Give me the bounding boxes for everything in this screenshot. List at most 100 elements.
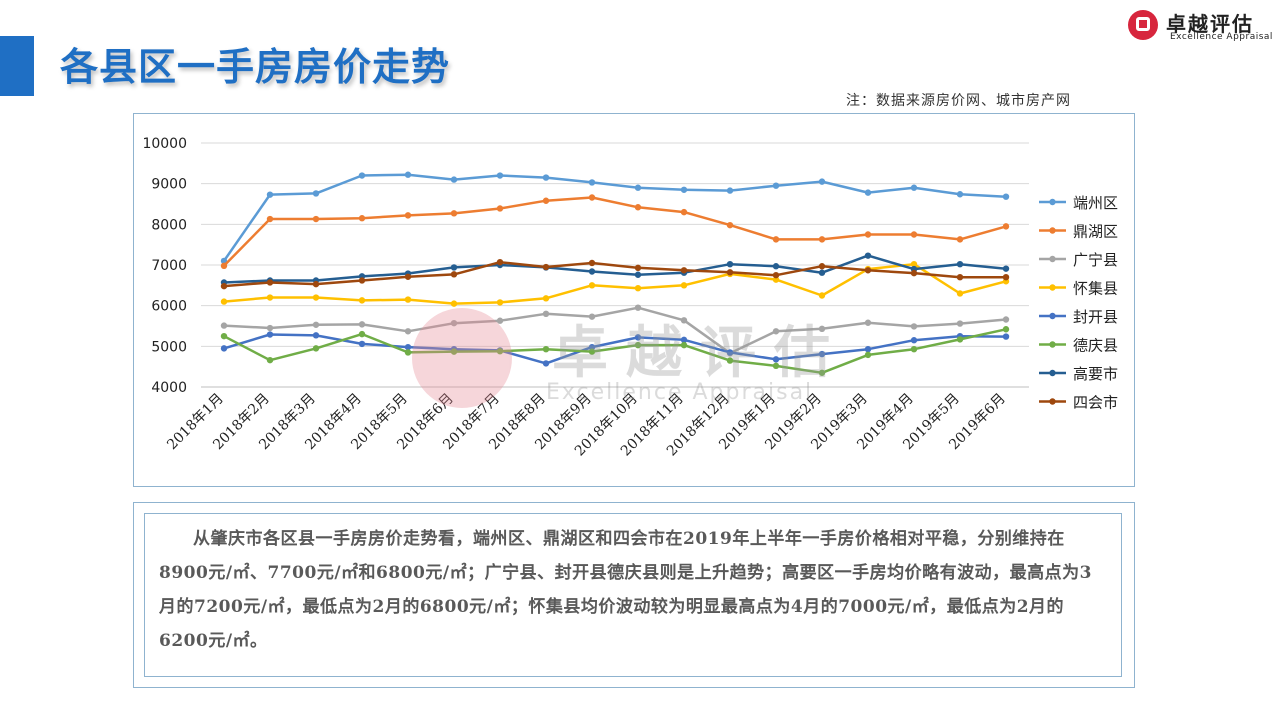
legend-label-7: 四会市 [1073, 394, 1118, 412]
watermark: 卓越评估 Excellence Appraisal [412, 308, 872, 418]
watermark-name-en: Excellence Appraisal [546, 380, 814, 405]
legend-label-3: 怀集县 [1073, 280, 1118, 298]
data-point-3-13 [818, 292, 826, 299]
data-point-4-8 [588, 343, 596, 351]
data-point-3-8 [588, 282, 596, 289]
data-point-6-13 [818, 269, 826, 276]
data-point-0-12 [772, 182, 780, 189]
data-point-3-6 [496, 299, 504, 306]
data-point-1-6 [496, 205, 504, 212]
data-point-7-15 [910, 269, 918, 277]
data-point-2-9 [634, 304, 642, 311]
data-point-0-8 [588, 179, 596, 186]
data-point-0-5 [450, 176, 458, 183]
legend-label-5: 德庆县 [1073, 337, 1118, 355]
data-point-5-15 [910, 345, 918, 353]
data-point-1-7 [542, 197, 550, 204]
data-point-4-13 [818, 350, 826, 358]
series-line-2 [223, 306, 1007, 355]
legend-label-6: 高要市 [1073, 365, 1118, 383]
data-point-2-10 [680, 317, 688, 324]
data-point-2-1 [266, 324, 274, 332]
logo-name-en: Excellence Appraisal [1170, 32, 1273, 42]
data-point-6-9 [634, 271, 642, 278]
data-point-0-13 [818, 178, 826, 185]
data-point-4-10 [680, 336, 688, 344]
data-point-6-14 [864, 252, 872, 259]
data-point-1-11 [726, 221, 734, 229]
data-point-3-16 [956, 290, 964, 297]
data-point-2-12 [772, 328, 780, 335]
data-point-2-4 [404, 328, 412, 335]
watermark-logo-icon [412, 308, 512, 408]
data-point-1-3 [358, 215, 366, 222]
data-point-0-1 [266, 191, 274, 198]
page-title: 各县区一手房房价走势 [60, 45, 451, 89]
data-point-4-12 [772, 356, 780, 363]
data-point-4-1 [266, 331, 274, 338]
data-point-1-10 [680, 208, 688, 216]
data-point-0-10 [680, 186, 688, 193]
legend-marker-3 [1049, 284, 1056, 291]
series-line-5 [223, 328, 1007, 375]
y-tick-label-2: 6000 [151, 299, 187, 315]
data-point-5-3 [358, 330, 366, 338]
data-point-1-1 [266, 215, 274, 223]
series-line-1 [223, 196, 1007, 267]
logo-name-cn: 卓越评估 [1166, 12, 1254, 36]
data-point-7-17 [1002, 274, 1010, 281]
data-point-7-3 [358, 277, 366, 284]
data-point-1-16 [956, 236, 964, 243]
data-point-0-9 [634, 184, 642, 191]
data-point-3-10 [680, 282, 688, 289]
data-point-5-8 [588, 348, 596, 355]
data-point-3-12 [772, 276, 780, 283]
data-point-0-3 [358, 172, 366, 179]
data-point-1-15 [910, 231, 918, 238]
data-point-4-14 [864, 345, 872, 353]
data-point-6-16 [956, 260, 964, 268]
summary-frame [133, 502, 1135, 688]
data-point-7-5 [450, 271, 458, 278]
data-point-1-2 [312, 215, 320, 223]
data-point-5-2 [312, 345, 320, 352]
y-tick-label-3: 7000 [151, 258, 187, 274]
data-point-1-9 [634, 204, 642, 211]
data-point-2-6 [496, 317, 504, 324]
summary-text: 从肇庆市各区县一手房房价走势看，端州区、鼎湖区和四会市在2019年上半年一手房价… [159, 529, 1092, 651]
data-point-3-1 [266, 294, 274, 301]
logo-mark-icon [1128, 10, 1158, 40]
data-point-2-5 [450, 319, 458, 327]
data-point-2-15 [910, 323, 918, 330]
y-tick-label-0: 4000 [151, 380, 187, 396]
series-line-4 [223, 333, 1007, 365]
series-line-0 [222, 173, 1007, 262]
data-point-3-2 [312, 294, 320, 301]
data-point-4-2 [312, 332, 320, 339]
data-point-4-15 [910, 337, 918, 344]
data-point-0-11 [726, 187, 734, 194]
data-point-2-17 [1002, 316, 1010, 323]
data-point-4-4 [404, 343, 412, 351]
series-line-6 [223, 254, 1007, 284]
data-point-4-7 [542, 360, 550, 367]
data-point-0-4 [404, 171, 412, 178]
data-point-3-9 [634, 284, 642, 292]
legend-label-2: 广宁县 [1073, 251, 1118, 269]
data-point-7-7 [542, 263, 550, 271]
data-point-5-7 [542, 345, 550, 353]
y-tick-label-4: 8000 [151, 217, 187, 233]
legend-marker-0 [1049, 198, 1056, 206]
data-point-2-0 [220, 322, 228, 329]
data-point-6-8 [588, 268, 596, 275]
data-point-5-11 [726, 357, 734, 364]
data-point-4-17 [1002, 333, 1010, 340]
data-point-1-5 [450, 210, 458, 217]
data-point-5-13 [818, 369, 826, 376]
data-point-5-1 [266, 356, 274, 364]
series-line-3 [223, 262, 1007, 305]
y-tick-label-6: 10000 [142, 136, 187, 152]
data-point-0-17 [1002, 193, 1010, 200]
legend-label-4: 封开县 [1073, 308, 1118, 326]
data-point-6-12 [772, 263, 780, 270]
